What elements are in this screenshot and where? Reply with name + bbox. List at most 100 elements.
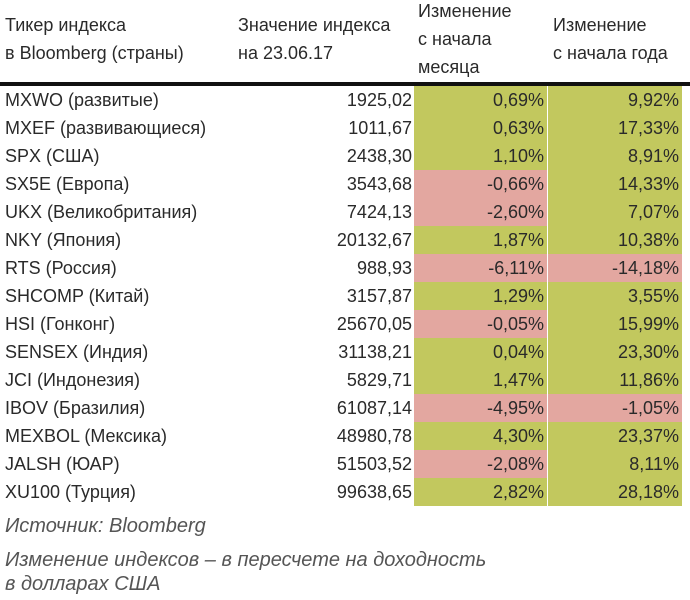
index-name: XU100 (Турция) xyxy=(5,482,136,502)
table-body: MXWO (развитые) 1925,02 0,69% 9,92% MXEF (ра… xyxy=(0,86,690,506)
mtd-change-value: 1,29% xyxy=(492,286,544,306)
ytd-change-value: 7,07% xyxy=(627,202,679,222)
mtd-change-value: -0,05% xyxy=(486,314,544,334)
table-row: IBOV (Бразилия) 61087,14 -4,95% -1,05% xyxy=(0,394,690,422)
ytd-change: -1,05% xyxy=(548,394,682,422)
table-header: Тикер индекса в Bloomberg (страны) Значе… xyxy=(0,0,690,86)
ytd-change: 17,33% xyxy=(548,114,682,142)
ytd-change-value: 23,37% xyxy=(617,426,679,446)
mtd-change-value: -2,08% xyxy=(486,454,544,474)
mtd-change: -0,05% xyxy=(414,310,548,338)
header-mtd-line3: месяца xyxy=(418,57,480,77)
index-value: 61087,14 xyxy=(336,398,412,418)
header-ticker: Тикер индекса в Bloomberg (страны) xyxy=(5,11,230,67)
ytd-change-value: -14,18% xyxy=(611,258,679,278)
ytd-change: 8,91% xyxy=(548,142,682,170)
mtd-change: -2,08% xyxy=(414,450,548,478)
ytd-change-value: 15,99% xyxy=(617,314,679,334)
index-name: MXWO (развитые) xyxy=(5,90,159,110)
mtd-change-value: 0,04% xyxy=(492,342,544,362)
ytd-change: 7,07% xyxy=(548,198,682,226)
header-ytd-line2: с начала года xyxy=(553,43,668,63)
index-name: HSI (Гонконг) xyxy=(5,314,116,334)
ytd-change: 14,33% xyxy=(548,170,682,198)
index-value: 5829,71 xyxy=(346,370,412,390)
index-name: RTS (Россия) xyxy=(5,258,117,278)
mtd-change-value: -4,95% xyxy=(486,398,544,418)
header-mtd: Изменение с начала месяца xyxy=(418,0,548,81)
ytd-change: 23,37% xyxy=(548,422,682,450)
index-value: 988,93 xyxy=(356,258,412,278)
index-name: SHCOMP (Китай) xyxy=(5,286,150,306)
mtd-change: 0,69% xyxy=(414,86,548,114)
mtd-change-value: 1,47% xyxy=(492,370,544,390)
mtd-change-value: -6,11% xyxy=(488,258,544,278)
currency-note: Изменение индексов – в пересчете на дохо… xyxy=(5,548,605,596)
ytd-change-value: 14,33% xyxy=(617,174,679,194)
ytd-change-value: 8,11% xyxy=(629,454,679,474)
mtd-change-value: 4,30% xyxy=(492,426,544,446)
index-name: JALSH (ЮАР) xyxy=(5,454,120,474)
mtd-change-value: 1,10% xyxy=(492,146,544,166)
ytd-change: 3,55% xyxy=(548,282,682,310)
index-value: 1925,02 xyxy=(346,90,412,110)
ytd-change: 11,86% xyxy=(548,366,682,394)
header-value-line1: Значение индекса xyxy=(238,15,391,35)
index-value: 51503,52 xyxy=(336,454,412,474)
ytd-change-value: 28,18% xyxy=(617,482,679,502)
table-row: UKX (Великобритания) 7424,13 -2,60% 7,07% xyxy=(0,198,690,226)
index-value: 25670,05 xyxy=(336,314,412,334)
header-value: Значение индекса на 23.06.17 xyxy=(238,11,413,67)
index-name: UKX (Великобритания) xyxy=(5,202,198,222)
ytd-change: 9,92% xyxy=(548,86,682,114)
currency-note-line2: в долларах США xyxy=(5,573,161,595)
table-row: MXEF (развивающиеся) 1011,67 0,63% 17,33% xyxy=(0,114,690,142)
header-ytd-line1: Изменение xyxy=(553,15,647,35)
index-name: SPX (США) xyxy=(5,146,100,166)
mtd-change: 1,29% xyxy=(414,282,548,310)
index-value: 3543,68 xyxy=(346,174,412,194)
mtd-change-value: -2,60% xyxy=(486,202,544,222)
index-value: 99638,65 xyxy=(336,482,412,502)
header-ticker-line1: Тикер индекса xyxy=(5,15,126,35)
index-name: SENSEX (Индия) xyxy=(5,342,149,362)
ytd-change-value: 9,92% xyxy=(627,90,679,110)
ytd-change-value: 11,86% xyxy=(619,370,679,390)
index-value: 7424,13 xyxy=(346,202,412,222)
index-name: IBOV (Бразилия) xyxy=(5,398,146,418)
ytd-change-value: 3,55% xyxy=(627,286,679,306)
table-row: HSI (Гонконг) 25670,05 -0,05% 15,99% xyxy=(0,310,690,338)
ytd-change-value: 17,33% xyxy=(617,118,679,138)
ytd-change: 8,11% xyxy=(548,450,682,478)
ytd-change: 28,18% xyxy=(548,478,682,506)
header-value-line2: на 23.06.17 xyxy=(238,43,334,63)
ytd-change: 15,99% xyxy=(548,310,682,338)
index-name: MEXBOL (Мексика) xyxy=(5,426,167,446)
mtd-change: 1,10% xyxy=(414,142,548,170)
header-mtd-line2: с начала xyxy=(418,29,492,49)
index-value: 2438,30 xyxy=(346,146,412,166)
mtd-change: 0,04% xyxy=(414,338,548,366)
mtd-change: 0,63% xyxy=(414,114,548,142)
header-ticker-line2: в Bloomberg (страны) xyxy=(5,43,184,63)
ytd-change-value: -1,05% xyxy=(621,398,679,418)
table-row: MEXBOL (Мексика) 48980,78 4,30% 23,37% xyxy=(0,422,690,450)
header-ytd: Изменение с начала года xyxy=(553,11,688,67)
mtd-change-value: 1,87% xyxy=(492,230,544,250)
mtd-change: -4,95% xyxy=(414,394,548,422)
mtd-change-value: 0,69% xyxy=(492,90,544,110)
currency-note-line1: Изменение индексов – в пересчете на дохо… xyxy=(5,549,487,571)
table-row: SHCOMP (Китай) 3157,87 1,29% 3,55% xyxy=(0,282,690,310)
ytd-change-value: 8,91% xyxy=(627,146,679,166)
mtd-change: 1,47% xyxy=(414,366,548,394)
table-row: JCI (Индонезия) 5829,71 1,47% 11,86% xyxy=(0,366,690,394)
index-value: 48980,78 xyxy=(336,426,412,446)
ytd-change: 23,30% xyxy=(548,338,682,366)
ytd-change: 10,38% xyxy=(548,226,682,254)
table-row: SX5E (Европа) 3543,68 -0,66% 14,33% xyxy=(0,170,690,198)
table-row: XU100 (Турция) 99638,65 2,82% 28,18% xyxy=(0,478,690,506)
index-value: 1011,67 xyxy=(348,118,412,138)
mtd-change-value: 0,63% xyxy=(492,118,544,138)
ytd-change: -14,18% xyxy=(548,254,682,282)
mtd-change: 1,87% xyxy=(414,226,548,254)
